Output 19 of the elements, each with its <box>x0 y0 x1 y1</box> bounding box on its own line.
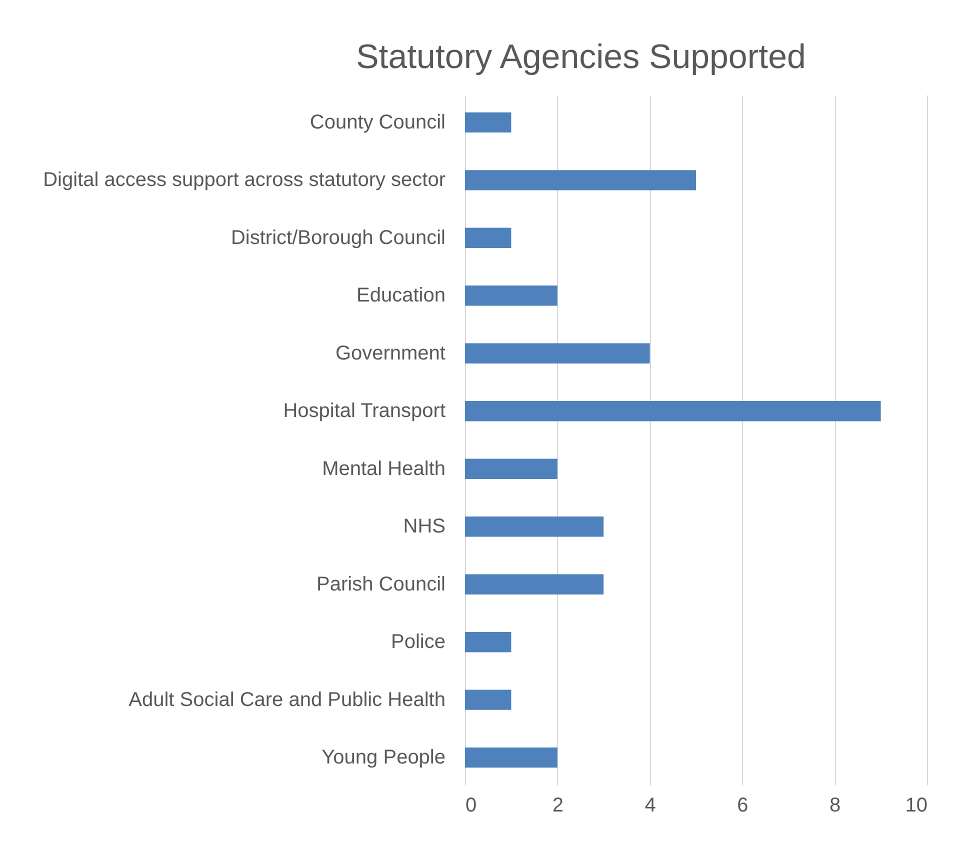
y-tick-label: Young People <box>322 746 446 769</box>
x-tick-label: 0 <box>466 794 477 816</box>
y-tick-label: Hospital Transport <box>283 400 446 422</box>
x-tick-label: 6 <box>737 794 748 816</box>
y-tick-label: Parish Council <box>316 573 446 596</box>
x-tick-label: 10 <box>905 794 928 816</box>
chart-title: Statutory Agencies Supported <box>356 38 806 76</box>
y-tick-label: Government <box>335 342 446 364</box>
y-tick-label: County Council <box>310 111 446 134</box>
x-tick-label: 2 <box>552 794 564 816</box>
x-tick-label: 4 <box>644 794 656 816</box>
y-tick-label: NHS <box>403 516 446 538</box>
y-tick-label: District/Borough Council <box>230 226 446 249</box>
y-tick-label: Education <box>356 284 446 307</box>
y-tick-label: Adult Social Care and Public Health <box>128 688 446 711</box>
y-tick-label: Police <box>391 631 446 654</box>
x-tick-label: 8 <box>830 794 841 816</box>
y-tick-label: Mental Health <box>322 458 446 480</box>
y-tick-label: Digital access support across statutory sector <box>43 169 446 192</box>
